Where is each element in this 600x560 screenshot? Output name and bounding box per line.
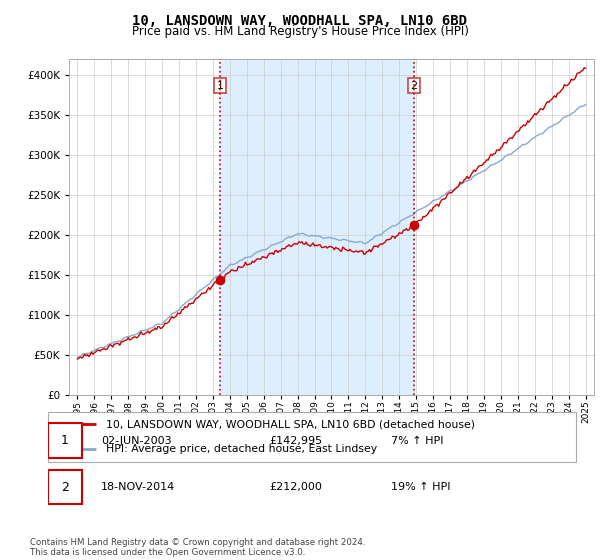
Text: 18-NOV-2014: 18-NOV-2014 (101, 483, 175, 492)
FancyBboxPatch shape (48, 412, 576, 462)
Text: Contains HM Land Registry data © Crown copyright and database right 2024.
This d: Contains HM Land Registry data © Crown c… (30, 538, 365, 557)
Bar (220, 59, 414, 395)
Text: 10, LANSDOWN WAY, WOODHALL SPA, LN10 6BD: 10, LANSDOWN WAY, WOODHALL SPA, LN10 6BD (133, 14, 467, 28)
Text: 2: 2 (61, 481, 69, 494)
Text: £142,995: £142,995 (270, 436, 323, 446)
Text: £212,000: £212,000 (270, 483, 323, 492)
Text: 1: 1 (217, 81, 224, 91)
Text: Price paid vs. HM Land Registry's House Price Index (HPI): Price paid vs. HM Land Registry's House … (131, 25, 469, 38)
Text: 02-JUN-2003: 02-JUN-2003 (101, 436, 172, 446)
FancyBboxPatch shape (48, 470, 82, 504)
Text: 1: 1 (61, 435, 69, 447)
Text: 19% ↑ HPI: 19% ↑ HPI (391, 483, 451, 492)
Text: HPI: Average price, detached house, East Lindsey: HPI: Average price, detached house, East… (106, 445, 377, 454)
Text: 10, LANSDOWN WAY, WOODHALL SPA, LN10 6BD (detached house): 10, LANSDOWN WAY, WOODHALL SPA, LN10 6BD… (106, 419, 475, 429)
Text: 7% ↑ HPI: 7% ↑ HPI (391, 436, 444, 446)
Text: 2: 2 (410, 81, 418, 91)
FancyBboxPatch shape (48, 423, 82, 458)
